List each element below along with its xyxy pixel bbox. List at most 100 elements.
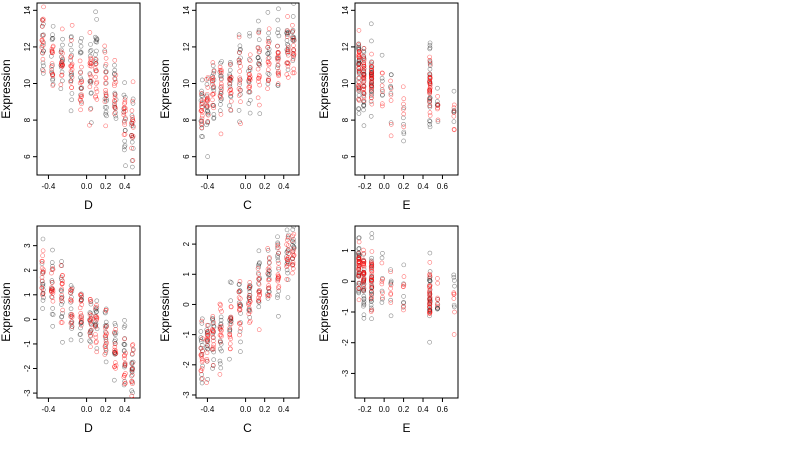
black-point: [356, 246, 362, 252]
black-point: [388, 72, 394, 78]
black-point: [238, 55, 243, 61]
black-point: [266, 50, 272, 56]
x-tick-label: -0.4: [42, 182, 56, 191]
black-point: [40, 306, 45, 311]
black-point: [227, 356, 232, 362]
red-point: [93, 305, 98, 310]
black-point: [265, 296, 271, 301]
black-point: [211, 357, 216, 362]
red-point: [217, 326, 223, 332]
red-point: [451, 291, 457, 297]
black-point: [113, 323, 118, 328]
black-point: [265, 51, 271, 57]
x-tick-label: 0.2: [259, 405, 271, 414]
black-point: [275, 83, 281, 88]
black-point: [218, 321, 224, 327]
red-point: [40, 259, 45, 264]
black-point: [122, 323, 128, 328]
red-point: [50, 50, 55, 55]
black-point: [49, 278, 55, 283]
red-point: [130, 381, 135, 387]
black-point: [78, 39, 83, 44]
red-point: [267, 277, 272, 283]
red-point: [87, 122, 92, 128]
black-point: [210, 315, 215, 321]
black-point: [388, 83, 393, 89]
black-point: [122, 144, 127, 150]
red-point: [93, 61, 99, 67]
red-point: [112, 104, 117, 110]
red-point: [290, 70, 296, 76]
red-point: [227, 346, 233, 351]
red-point: [102, 43, 108, 49]
black-point: [237, 329, 243, 334]
y-tick-label: 12: [341, 42, 350, 51]
red-point: [388, 86, 394, 91]
black-point: [219, 96, 224, 102]
red-point: [69, 23, 75, 28]
black-point: [79, 291, 84, 297]
red-point: [285, 63, 291, 69]
red-point: [113, 351, 118, 356]
red-point: [276, 56, 281, 62]
black-point: [356, 75, 362, 81]
red-point: [388, 300, 394, 305]
red-point: [291, 246, 296, 252]
red-point: [451, 290, 457, 296]
red-point: [112, 329, 117, 335]
black-point: [266, 55, 272, 61]
black-point: [255, 55, 261, 61]
red-point: [228, 87, 234, 93]
red-point: [130, 117, 136, 122]
red-point: [290, 262, 295, 268]
red-point: [210, 335, 216, 340]
red-point: [361, 98, 367, 104]
red-point: [369, 267, 374, 272]
black-point: [265, 71, 271, 76]
red-point: [112, 103, 117, 109]
black-point: [112, 377, 117, 383]
red-point: [238, 99, 243, 105]
red-point: [104, 331, 109, 337]
red-point: [452, 309, 457, 315]
red-point: [59, 26, 65, 32]
red-point: [427, 97, 432, 102]
red-point: [217, 64, 223, 70]
red-point: [78, 292, 84, 298]
black-point: [227, 327, 233, 332]
red-point: [121, 105, 127, 110]
black-point: [60, 310, 65, 316]
black-point: [266, 272, 271, 278]
black-point: [50, 77, 55, 83]
red-point: [285, 28, 290, 34]
black-point: [401, 294, 406, 299]
red-point: [388, 291, 394, 296]
red-point: [451, 102, 457, 108]
black-point: [211, 71, 216, 76]
red-point: [129, 145, 134, 151]
black-point: [356, 59, 362, 64]
black-point: [68, 283, 74, 288]
black-point: [218, 102, 223, 107]
red-point: [103, 93, 109, 99]
red-point: [219, 309, 224, 314]
red-point: [267, 293, 272, 298]
x-tick-label: -0.4: [42, 405, 56, 414]
red-point: [247, 320, 252, 325]
red-point: [122, 119, 127, 125]
red-point: [49, 64, 54, 69]
red-point: [434, 301, 440, 307]
black-point: [204, 105, 210, 110]
red-point: [427, 288, 432, 293]
x-axis-title: E: [402, 198, 410, 212]
y-tick-label: 14: [182, 5, 191, 14]
red-point: [291, 43, 296, 48]
red-point: [256, 61, 262, 67]
red-point: [257, 293, 262, 298]
black-point: [58, 62, 64, 68]
red-point: [88, 299, 93, 304]
black-point: [217, 346, 223, 352]
red-point: [275, 243, 280, 248]
red-point: [227, 331, 233, 337]
red-point: [401, 106, 406, 112]
